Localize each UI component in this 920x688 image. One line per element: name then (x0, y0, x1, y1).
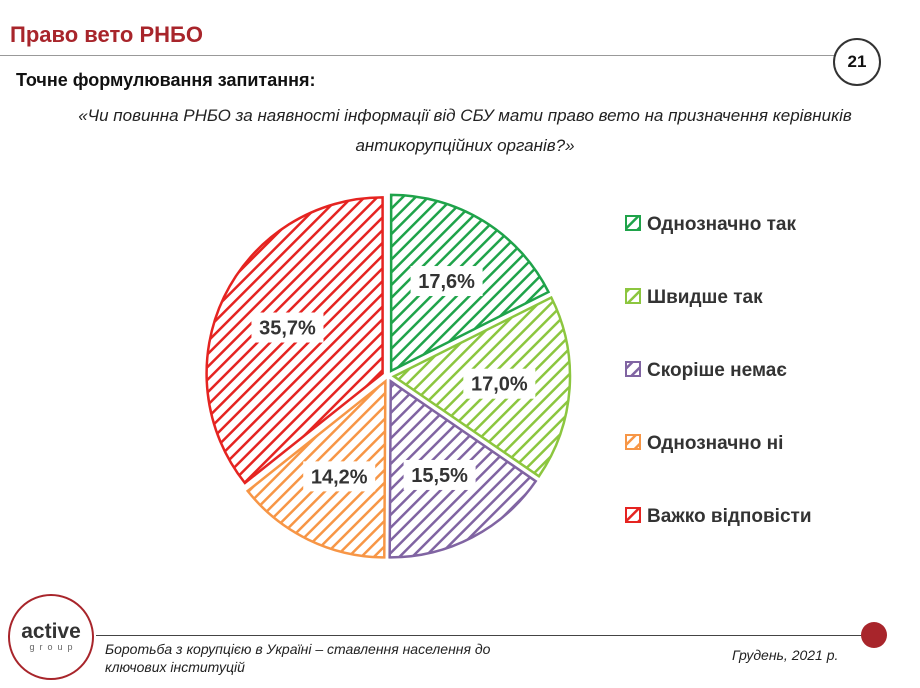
footer-accent-dot (861, 622, 887, 648)
legend-label-важко-відповісти: Важко відповісти (647, 506, 812, 527)
legend-swatch-швидше-так (625, 288, 641, 304)
legend-label-однозначно-ні: Однозначно ні (647, 433, 783, 454)
page-number-badge: 21 (833, 38, 881, 86)
data-label-важко-відповісти: 35,7% (259, 318, 316, 340)
page-number: 21 (847, 52, 867, 71)
legend-swatch-важко-відповісти (625, 507, 641, 523)
question-label: Точне формулювання запитання: (16, 70, 316, 90)
legend-swatch-скоріше-немає (625, 361, 641, 377)
data-label-однозначно-так: 17,6% (418, 271, 475, 293)
footer-report-title: Боротьба з корупцією в Україні – ставлен… (105, 641, 491, 675)
data-label-однозначно-ні: 14,2% (311, 466, 368, 488)
logo-sub-text: group (29, 642, 78, 652)
data-label-bg (403, 459, 476, 490)
chart-legend: Однозначно так Швидше так Скоріше немає Одн… (625, 214, 812, 527)
legend-label-скоріше-немає: Скоріше немає (647, 360, 787, 381)
data-label-швидше-так: 17,0% (471, 374, 528, 396)
question-text: «Чи повинна РНБО за наявності інформації… (78, 106, 852, 155)
data-label-bg (463, 368, 536, 399)
data-label-bg (303, 461, 376, 492)
logo-main-text: active (21, 620, 81, 643)
active-group-logo: active group (8, 594, 94, 680)
data-label-скоріше-немає: 15,5% (411, 465, 468, 487)
header-divider (0, 55, 840, 56)
legend-label-швидше-так: Швидше так (647, 287, 763, 308)
data-label-bg (251, 312, 324, 343)
legend-swatch-однозначно-ні (625, 434, 641, 450)
legend-label-однозначно-так: Однозначно так (647, 214, 796, 235)
data-label-bg (410, 266, 483, 297)
pie-data-labels: 17,6% 17,0% 15,5% 14,2% 35,7% (251, 266, 536, 492)
footer-divider (96, 635, 866, 636)
legend-swatch-однозначно-так (625, 215, 641, 231)
page-title: Право вето РНБО (10, 22, 203, 47)
footer-date: Грудень, 2021 р. (732, 647, 839, 663)
